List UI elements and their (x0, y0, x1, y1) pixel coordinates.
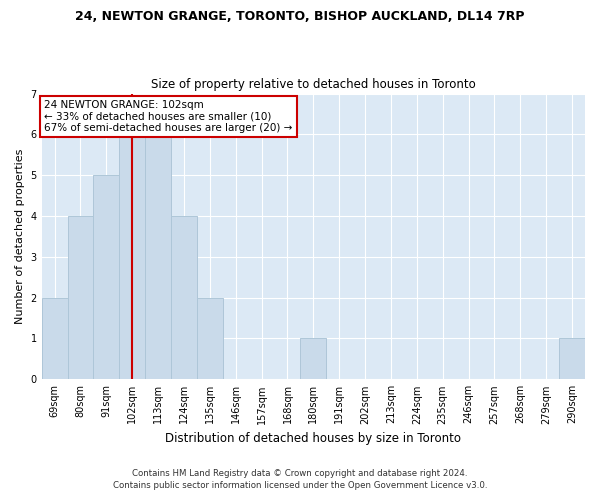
Bar (145, 134, 171, 380)
Bar (197, 298, 223, 380)
Title: Size of property relative to detached houses in Toronto: Size of property relative to detached ho… (151, 78, 476, 91)
Bar (68, 216, 94, 380)
Y-axis label: Number of detached properties: Number of detached properties (15, 148, 25, 324)
Text: Contains HM Land Registry data © Crown copyright and database right 2024.
Contai: Contains HM Land Registry data © Crown c… (113, 469, 487, 490)
Bar (119, 134, 145, 380)
Bar (41, 298, 68, 380)
Bar (171, 216, 197, 380)
X-axis label: Distribution of detached houses by size in Toronto: Distribution of detached houses by size … (166, 432, 461, 445)
Bar (301, 338, 326, 380)
Text: 24, NEWTON GRANGE, TORONTO, BISHOP AUCKLAND, DL14 7RP: 24, NEWTON GRANGE, TORONTO, BISHOP AUCKL… (75, 10, 525, 23)
Bar (94, 175, 119, 380)
Text: 24 NEWTON GRANGE: 102sqm
← 33% of detached houses are smaller (10)
67% of semi-d: 24 NEWTON GRANGE: 102sqm ← 33% of detach… (44, 100, 293, 133)
Bar (559, 338, 585, 380)
